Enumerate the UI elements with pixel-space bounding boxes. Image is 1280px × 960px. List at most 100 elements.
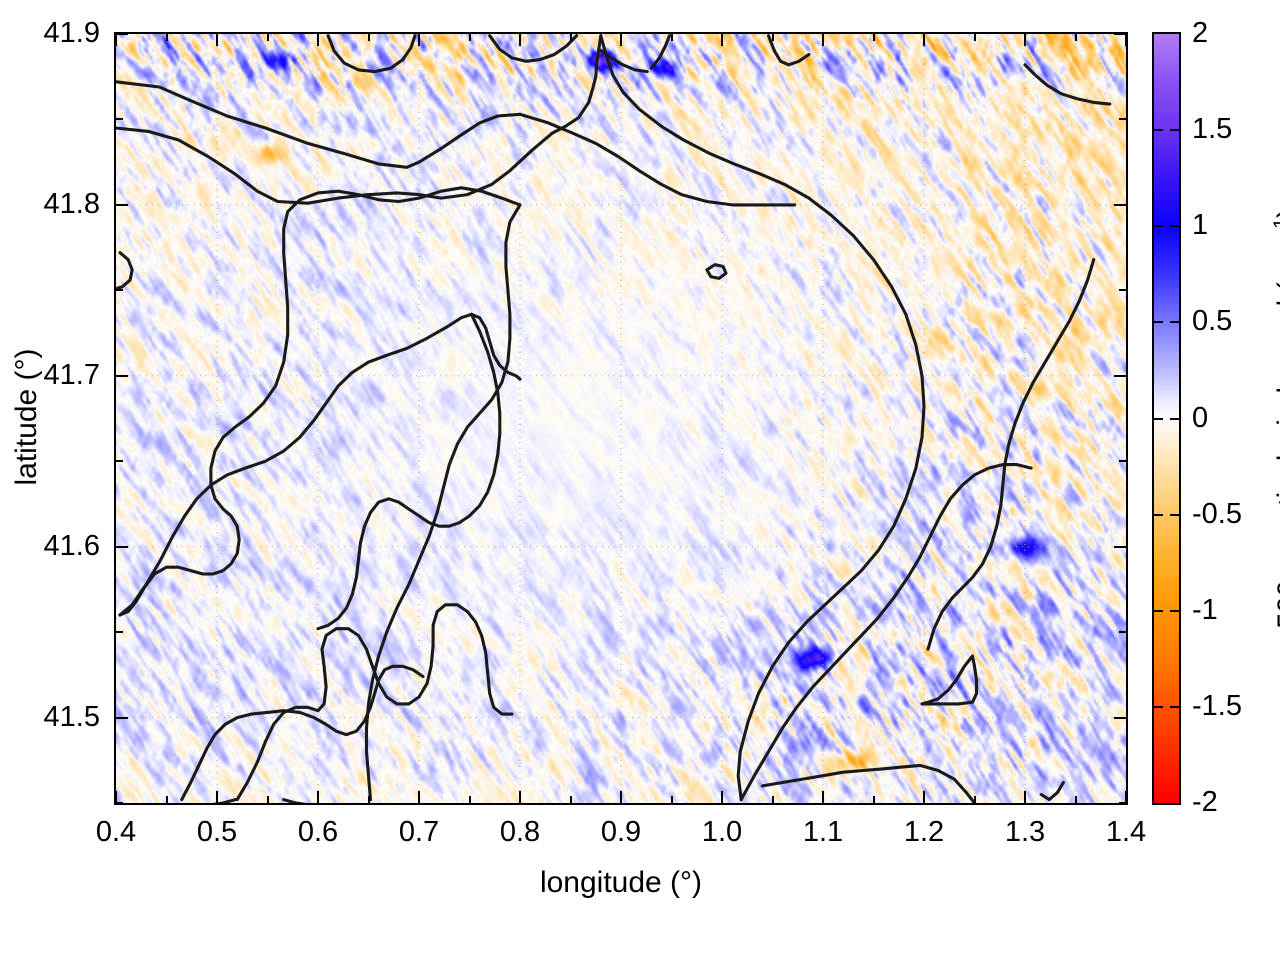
- x-axis-tick: [721, 34, 723, 46]
- x-axis-tick: [771, 34, 774, 41]
- terrain-contour-line: [741, 465, 1031, 800]
- x-axis-tick: [670, 34, 673, 41]
- colorbar-tick-label: -1.5: [1192, 689, 1242, 722]
- y-axis-tick: [1114, 545, 1126, 548]
- terrain-contours: [116, 34, 1126, 803]
- x-axis-tick: [1074, 796, 1077, 803]
- terrain-contour-line: [928, 260, 1094, 650]
- x-tick-label: 1.1: [802, 816, 844, 848]
- colorbar-tick-label: 2: [1192, 17, 1209, 49]
- y-axis-tick: [116, 34, 128, 36]
- y-axis-tick: [116, 203, 128, 206]
- x-axis-tick: [1125, 791, 1126, 803]
- y-axis-tick: [116, 460, 123, 463]
- x-axis-tick: [116, 34, 117, 46]
- x-axis-tick: [721, 791, 723, 803]
- terrain-contour-line: [237, 605, 512, 800]
- x-axis-tick: [620, 791, 622, 803]
- terrain-contour-line: [769, 36, 809, 65]
- x-axis-tick: [216, 34, 218, 46]
- terrain-contour-line: [1025, 65, 1110, 104]
- y-axis-tick: [116, 631, 123, 634]
- x-axis-tick: [822, 791, 824, 803]
- x-tick-label: 1.3: [1004, 816, 1046, 848]
- y-axis-tick: [1114, 34, 1126, 36]
- colorbar-tick-label: -2: [1192, 786, 1218, 818]
- colorbar-tick-label: 0.5: [1192, 305, 1233, 338]
- terrain-contour-line: [490, 36, 577, 62]
- colorbar-tick: [1154, 417, 1179, 420]
- y-axis-tick: [1119, 289, 1126, 292]
- y-axis-tick: [116, 289, 123, 292]
- terrain-contour-line: [601, 36, 924, 800]
- colorbar-title: 500m-vertical wind speed (m s-1): [1270, 208, 1280, 629]
- terrain-contour-line: [116, 36, 601, 204]
- x-axis-tick: [569, 796, 572, 803]
- x-axis-tick: [418, 791, 420, 803]
- colorbar: [1152, 32, 1181, 805]
- terrain-contour-line: [707, 265, 726, 279]
- terrain-contour-line: [367, 205, 521, 800]
- y-axis-tick: [116, 802, 123, 803]
- colorbar-tick: [1154, 129, 1179, 132]
- y-axis-tick: [1114, 374, 1126, 377]
- terrain-contour-line: [120, 188, 520, 615]
- x-axis-tick: [973, 34, 976, 41]
- x-axis-tick: [1024, 34, 1026, 46]
- x-axis-tick: [367, 34, 370, 41]
- y-axis-tick: [116, 118, 123, 121]
- x-axis-tick: [519, 34, 521, 46]
- colorbar-tick-label: -0.5: [1192, 497, 1242, 530]
- colorbar-tick: [1154, 705, 1179, 708]
- x-axis-tick: [468, 796, 471, 803]
- x-axis-tick: [216, 791, 218, 803]
- y-tick-label: 41.7: [43, 358, 100, 391]
- plot-area: [114, 32, 1128, 805]
- x-axis-tick: [620, 34, 622, 46]
- y-tick-label: 41.9: [43, 17, 100, 49]
- x-axis-tick: [923, 791, 925, 803]
- x-axis-tick: [872, 796, 875, 803]
- terrain-contour-line: [211, 800, 235, 803]
- x-axis-tick: [165, 796, 168, 803]
- x-axis-tick: [872, 34, 875, 41]
- terrain-contour-line: [922, 656, 977, 704]
- colorbar-tick: [1154, 513, 1179, 516]
- x-tick-label: 0.6: [297, 816, 339, 848]
- terrain-contour-line: [116, 82, 795, 205]
- terrain-contour-line: [116, 253, 132, 289]
- terrain-contour-line: [651, 36, 669, 68]
- terrain-contour-line: [328, 36, 415, 72]
- x-axis-tick: [569, 34, 572, 41]
- x-tick-label: 0.7: [398, 816, 440, 848]
- x-tick-label: 1.0: [701, 816, 743, 848]
- y-axis-tick: [1119, 631, 1126, 634]
- y-axis-tick: [116, 716, 128, 719]
- x-axis-tick: [367, 796, 370, 803]
- x-axis-tick: [1125, 34, 1126, 46]
- colorbar-tick-label: 1: [1192, 209, 1209, 242]
- x-axis-tick: [116, 791, 117, 803]
- x-tick-label: 0.9: [600, 816, 642, 848]
- terrain-contour-line: [762, 765, 974, 803]
- x-axis-tick: [1024, 791, 1026, 803]
- y-tick-label: 41.6: [43, 529, 100, 562]
- terrain-contour-line: [1041, 783, 1063, 800]
- x-axis-tick: [418, 34, 420, 46]
- colorbar-tick-label: -1: [1192, 593, 1218, 626]
- colorbar-tick-label: 0: [1192, 401, 1209, 434]
- x-axis-tick: [468, 34, 471, 41]
- x-axis-tick: [317, 34, 319, 46]
- x-tick-label: 1.4: [1105, 816, 1147, 848]
- x-axis-title: longitude (°): [539, 866, 703, 899]
- colorbar-tick: [1154, 321, 1179, 324]
- y-axis-tick: [116, 374, 128, 377]
- y-axis-tick: [116, 545, 128, 548]
- y-tick-label: 41.5: [43, 700, 100, 733]
- x-axis-tick: [822, 34, 824, 46]
- x-axis-tick: [317, 791, 319, 803]
- x-tick-label: 0.8: [499, 816, 541, 848]
- colorbar-tick-label: 1.5: [1192, 113, 1233, 146]
- y-axis-tick: [1114, 716, 1126, 719]
